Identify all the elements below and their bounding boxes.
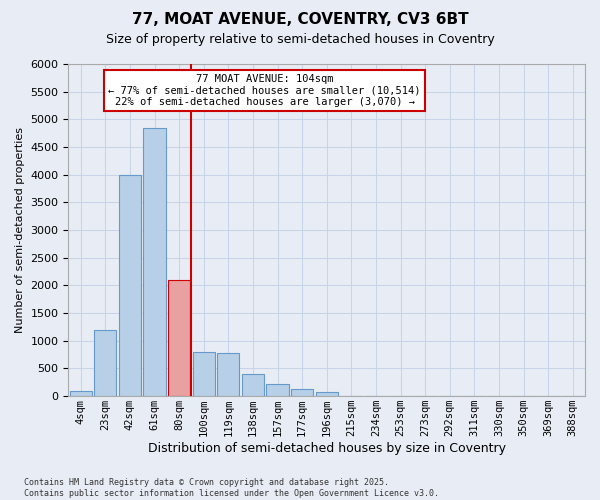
Bar	[143, 128, 166, 396]
Bar	[193, 352, 215, 396]
Bar	[119, 174, 141, 396]
Bar	[316, 392, 338, 396]
Text: 77 MOAT AVENUE: 104sqm
← 77% of semi-detached houses are smaller (10,514)
22% of: 77 MOAT AVENUE: 104sqm ← 77% of semi-det…	[109, 74, 421, 107]
Bar	[70, 390, 92, 396]
Bar	[242, 374, 264, 396]
Text: Contains HM Land Registry data © Crown copyright and database right 2025.
Contai: Contains HM Land Registry data © Crown c…	[24, 478, 439, 498]
Y-axis label: Number of semi-detached properties: Number of semi-detached properties	[15, 127, 25, 333]
Text: 77, MOAT AVENUE, COVENTRY, CV3 6BT: 77, MOAT AVENUE, COVENTRY, CV3 6BT	[131, 12, 469, 28]
Bar	[217, 353, 239, 396]
Bar	[168, 280, 190, 396]
Bar	[266, 384, 289, 396]
X-axis label: Distribution of semi-detached houses by size in Coventry: Distribution of semi-detached houses by …	[148, 442, 506, 455]
Text: Size of property relative to semi-detached houses in Coventry: Size of property relative to semi-detach…	[106, 32, 494, 46]
Bar	[291, 389, 313, 396]
Bar	[94, 330, 116, 396]
